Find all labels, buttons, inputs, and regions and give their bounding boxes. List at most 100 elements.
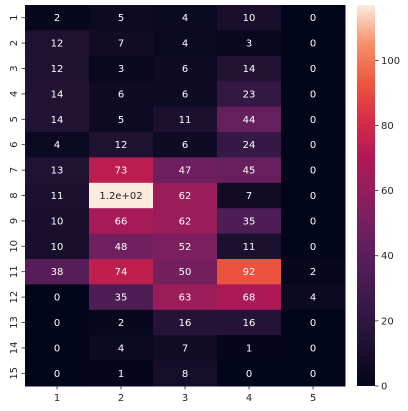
heatmap-cell: [281, 182, 346, 209]
cell-value-label: 14: [51, 115, 64, 126]
cell-value-label: 3: [118, 64, 124, 75]
heatmap-cell: [89, 208, 154, 235]
cell-value-label: 4: [182, 13, 188, 24]
cell-value-label: 11: [51, 191, 64, 202]
heatmap-cell: [153, 5, 218, 31]
heatmap-cell: [281, 5, 346, 31]
heatmap-cell: [153, 55, 218, 82]
heatmap-cell: [153, 284, 218, 311]
x-axis: 1 2 3 4 5: [54, 386, 316, 404]
heatmap-cell: [25, 284, 90, 311]
heatmap-cell: [153, 208, 218, 235]
y-tick-label: 4: [9, 91, 20, 97]
cell-value-label: 73: [115, 166, 128, 177]
cell-value-label: 52: [179, 242, 192, 253]
heatmap-cell: [281, 335, 346, 362]
cell-value-label: 11: [243, 242, 256, 253]
heatmap-cell: [89, 360, 154, 387]
cell-value-label: 35: [115, 293, 128, 304]
colorbar-tick-label: 80: [381, 121, 394, 132]
cell-value-label: 0: [310, 216, 316, 227]
heatmap-cell: [25, 360, 90, 387]
heatmap-cell: [153, 259, 218, 285]
cell-value-label: 62: [179, 216, 192, 227]
heatmap-cell: [89, 233, 154, 260]
colorbar-gradient: [357, 5, 375, 386]
cell-value-label: 0: [310, 115, 316, 126]
cell-value-label: 23: [243, 89, 256, 100]
heatmap-cell: [217, 360, 282, 387]
heatmap-cell: [281, 132, 346, 158]
heatmap-cell-labels: 2 5 4 10 012 7 4 3 012 3 6 14 014 6 6 23 014 5 11 44 04 12 6 24…: [51, 13, 317, 380]
heatmap-cell: [25, 157, 90, 184]
colorbar: 0 20 40 60 80 100: [357, 5, 400, 393]
heatmap-cell: [217, 157, 282, 184]
heatmap-cell: [25, 335, 90, 362]
cell-value-label: 0: [310, 13, 316, 24]
cell-value-label: 12: [51, 39, 64, 50]
heatmap-cell: [89, 30, 154, 57]
cell-value-label: 2: [118, 318, 124, 329]
cell-value-label: 68: [243, 293, 256, 304]
cell-value-label: 0: [310, 39, 316, 50]
heatmap-cell: [25, 182, 90, 209]
heatmap-cell: [153, 233, 218, 260]
heatmap-cell: [153, 30, 218, 57]
x-tick-label: 2: [118, 393, 124, 404]
heatmap-cell: [217, 132, 282, 158]
cell-value-label: 16: [243, 318, 256, 329]
heatmap-cell: [89, 157, 154, 184]
heatmap-cell: [89, 81, 154, 108]
cell-value-label: 6: [182, 89, 188, 100]
heatmap-cell: [153, 360, 218, 387]
cell-value-label: 74: [115, 267, 128, 278]
y-tick-label: 5: [9, 116, 20, 122]
cell-value-label: 7: [118, 39, 124, 50]
heatmap-cell: [281, 309, 346, 336]
y-tick-label: 15: [9, 367, 20, 380]
cell-value-label: 4: [54, 140, 60, 151]
y-tick-label: 14: [9, 342, 20, 355]
heatmap-cell: [153, 132, 218, 158]
cell-value-label: 4: [182, 39, 188, 50]
cell-value-label: 10: [51, 216, 64, 227]
x-tick-label: 5: [310, 393, 316, 404]
cell-value-label: 6: [182, 64, 188, 75]
cell-value-label: 7: [246, 191, 252, 202]
cell-value-label: 0: [54, 343, 60, 354]
cell-value-label: 6: [118, 89, 124, 100]
cell-value-label: 4: [118, 343, 124, 354]
cell-value-label: 5: [118, 115, 124, 126]
heatmap-cell: [25, 5, 90, 31]
cell-value-label: 1: [246, 343, 252, 354]
colorbar-tick-label: 100: [381, 56, 400, 67]
heatmap-cell: [89, 335, 154, 362]
heatmap-cell: [153, 81, 218, 108]
heatmap-cell: [25, 309, 90, 336]
heatmap-cell: [281, 284, 346, 311]
cell-value-label: 7: [182, 343, 188, 354]
cell-value-label: 12: [115, 140, 128, 151]
heatmap-cell: [153, 335, 218, 362]
heatmap-cell: [217, 5, 282, 31]
y-tick-label: 1: [9, 15, 20, 21]
heatmap-cell: [89, 55, 154, 82]
heatmap-cell: [153, 106, 218, 133]
heatmap-cell: [25, 259, 90, 285]
cell-value-label: 12: [51, 64, 64, 75]
cell-value-label: 0: [310, 242, 316, 253]
y-tick-label: 9: [9, 218, 20, 224]
cell-value-label: 66: [115, 216, 128, 227]
cell-value-label: 3: [246, 39, 252, 50]
heatmap-cell: [89, 5, 154, 31]
y-tick-label: 12: [9, 291, 20, 304]
cell-value-label: 0: [310, 369, 316, 380]
heatmap-cell: [217, 233, 282, 260]
heatmap-cell: [281, 259, 346, 285]
x-tick-label: 1: [54, 393, 60, 404]
heatmap-cell: [153, 182, 218, 209]
heatmap-cell: [25, 208, 90, 235]
y-tick-label: 6: [9, 142, 20, 148]
heatmap-cell: [217, 309, 282, 336]
